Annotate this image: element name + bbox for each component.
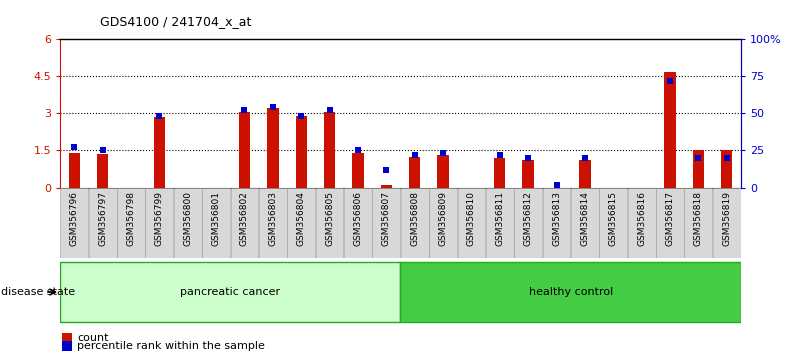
Text: GSM356813: GSM356813 [552,191,561,246]
Bar [437,155,449,188]
FancyBboxPatch shape [174,188,202,258]
Text: disease state: disease state [1,287,75,297]
FancyBboxPatch shape [231,188,259,258]
Text: GSM356818: GSM356818 [694,191,702,246]
Text: GSM356809: GSM356809 [439,191,448,246]
Bar [380,185,392,188]
FancyBboxPatch shape [542,188,570,258]
FancyBboxPatch shape [429,188,457,258]
Text: percentile rank within the sample: percentile rank within the sample [77,341,265,351]
FancyBboxPatch shape [372,188,400,258]
Text: GSM356808: GSM356808 [410,191,419,246]
FancyBboxPatch shape [628,188,655,258]
FancyBboxPatch shape [60,188,88,258]
FancyBboxPatch shape [288,188,315,258]
Bar [693,150,704,188]
FancyBboxPatch shape [713,188,741,258]
Text: GSM356803: GSM356803 [268,191,277,246]
Text: GSM356810: GSM356810 [467,191,476,246]
FancyBboxPatch shape [400,188,429,258]
FancyBboxPatch shape [344,188,372,258]
Bar [409,156,421,188]
FancyBboxPatch shape [89,188,116,258]
Text: GSM356819: GSM356819 [723,191,731,246]
Text: GSM356801: GSM356801 [211,191,220,246]
Bar [296,116,307,188]
Text: GSM356800: GSM356800 [183,191,192,246]
FancyBboxPatch shape [599,188,627,258]
FancyBboxPatch shape [316,188,344,258]
FancyBboxPatch shape [571,188,599,258]
Text: GDS4100 / 241704_x_at: GDS4100 / 241704_x_at [100,15,252,28]
Text: GSM356796: GSM356796 [70,191,78,246]
FancyBboxPatch shape [146,188,173,258]
FancyBboxPatch shape [60,262,400,322]
FancyBboxPatch shape [486,188,513,258]
Bar [664,72,676,188]
FancyBboxPatch shape [514,188,542,258]
Text: GSM356799: GSM356799 [155,191,164,246]
Text: GSM356811: GSM356811 [495,191,505,246]
Bar [154,117,165,188]
Text: GSM356804: GSM356804 [296,191,306,246]
FancyBboxPatch shape [656,188,684,258]
Text: GSM356807: GSM356807 [382,191,391,246]
Bar [97,154,108,188]
Text: GSM356802: GSM356802 [240,191,249,246]
Bar [69,153,80,188]
Text: GSM356814: GSM356814 [581,191,590,246]
FancyBboxPatch shape [457,188,485,258]
Bar [579,160,590,188]
Text: GSM356798: GSM356798 [127,191,135,246]
Text: GSM356812: GSM356812 [524,191,533,246]
FancyBboxPatch shape [259,188,287,258]
Bar [721,150,732,188]
Text: count: count [77,333,109,343]
FancyBboxPatch shape [202,188,230,258]
Text: pancreatic cancer: pancreatic cancer [180,287,280,297]
Text: healthy control: healthy control [529,287,613,297]
Bar [239,112,250,188]
Bar [494,158,505,188]
Text: GSM356816: GSM356816 [637,191,646,246]
Bar [352,153,364,188]
Text: GSM356805: GSM356805 [325,191,334,246]
Bar [522,160,533,188]
FancyBboxPatch shape [400,262,741,322]
Text: GSM356806: GSM356806 [353,191,362,246]
Bar [268,108,279,188]
Text: GSM356817: GSM356817 [666,191,674,246]
FancyBboxPatch shape [117,188,145,258]
Text: GSM356815: GSM356815 [609,191,618,246]
FancyBboxPatch shape [685,188,712,258]
Text: GSM356797: GSM356797 [99,191,107,246]
Bar [324,112,336,188]
